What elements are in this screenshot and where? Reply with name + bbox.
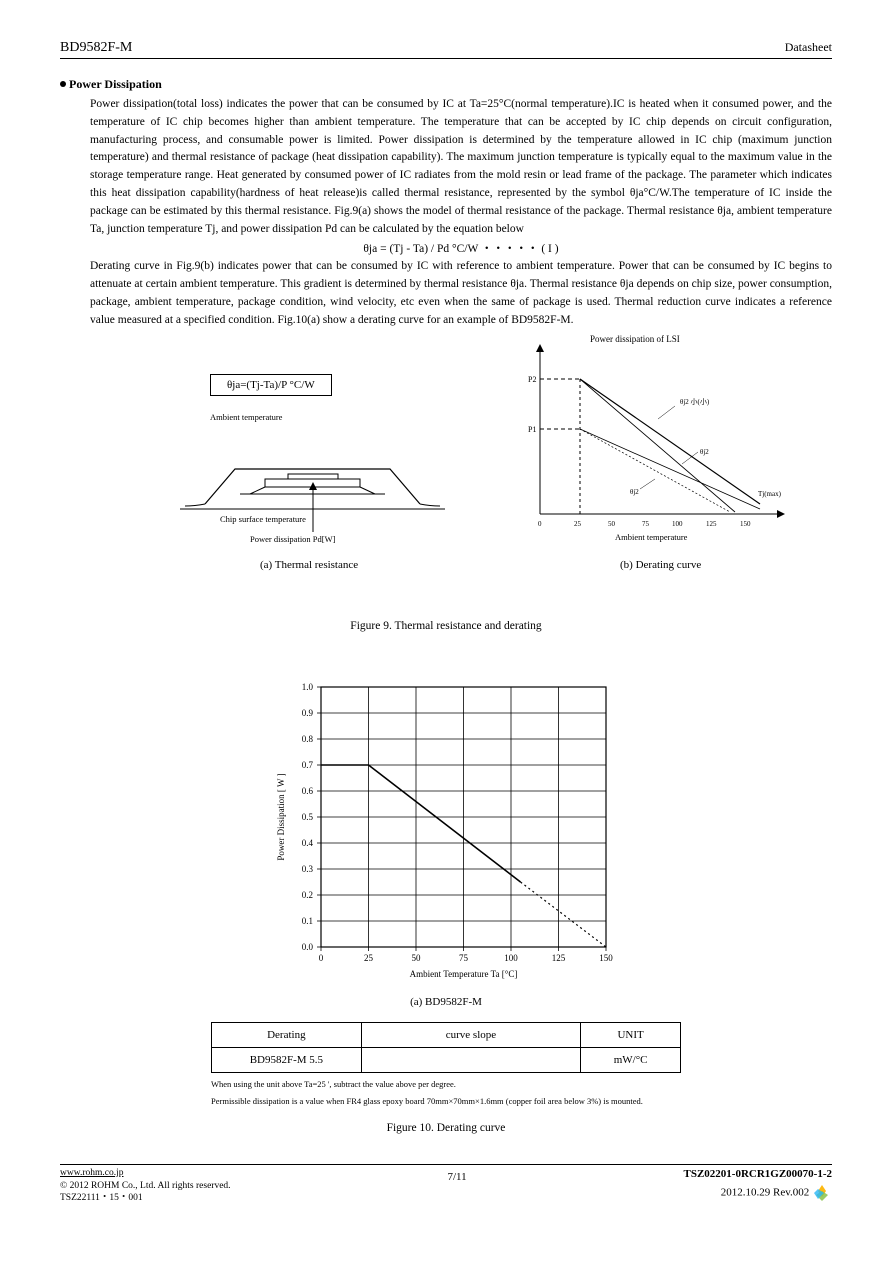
svg-text:75: 75 <box>459 953 469 963</box>
figure-10-caption: Figure 10. Derating curve <box>60 1122 832 1134</box>
body-text: Power dissipation(total loss) indicates … <box>90 96 832 330</box>
svg-text:0.4: 0.4 <box>302 838 314 848</box>
td-product: BD9582F-M 5.5 <box>212 1047 362 1072</box>
svg-text:P2: P2 <box>528 375 536 384</box>
doc-type: Datasheet <box>785 40 832 56</box>
svg-text:25: 25 <box>574 520 582 528</box>
svg-text:θj2: θj2 <box>700 448 709 456</box>
table-note-2: Permissible dissipation is a value when … <box>211 1096 681 1108</box>
svg-text:0.3: 0.3 <box>302 864 314 874</box>
svg-text:0.9: 0.9 <box>302 708 314 718</box>
figure-9-container: θja=(Tj-Ta)/P °C/W Ambient temperature <box>60 354 832 614</box>
svg-text:0.1: 0.1 <box>302 916 313 926</box>
figure-9b: Power dissipation of LSI P2 <box>500 334 830 547</box>
label-pd: Power dissipation Pd[W] <box>250 534 335 544</box>
svg-text:25: 25 <box>364 953 374 963</box>
para-2: Derating curve in Fig.9(b) indicates pow… <box>90 258 832 329</box>
svg-text:1.0: 1.0 <box>302 682 314 692</box>
svg-text:Tj(max): Tj(max) <box>758 490 782 498</box>
svg-text:75: 75 <box>642 520 650 528</box>
th-derating: Derating <box>212 1022 362 1047</box>
svg-text:0: 0 <box>538 520 542 528</box>
derating-table: Derating curve slope UNIT BD9582F-M 5.5 … <box>211 1022 681 1073</box>
product-code: BD9582F-M <box>60 40 132 56</box>
svg-text:100: 100 <box>672 520 683 528</box>
footer-url: www.rohm.co.jp <box>60 1167 231 1179</box>
svg-text:150: 150 <box>740 520 751 528</box>
page-footer: www.rohm.co.jp © 2012 ROHM Co., Ltd. All… <box>60 1165 832 1204</box>
para-1: Power dissipation(total loss) indicates … <box>90 96 832 239</box>
fig10a-caption: (a) BD9582F-M <box>246 996 646 1008</box>
derating-chart: 0.0 0.1 0.2 0.3 0.4 0.5 0.6 0.7 0.8 0.9 1.0 0 25 50 75… <box>266 672 626 992</box>
figure-9-caption: Figure 9. Thermal resistance and deratin… <box>60 620 832 632</box>
theta-formula-box: θja=(Tj-Ta)/P °C/W <box>210 374 332 396</box>
svg-text:θj2 小(小): θj2 小(小) <box>680 397 710 406</box>
formula: θja = (Tj - Ta) / Pd °C/W ・・・・・ ( I ) <box>90 241 832 259</box>
footer-left: www.rohm.co.jp © 2012 ROHM Co., Ltd. All… <box>60 1167 231 1204</box>
doc-id: TSZ02201-0RCR1GZ00070-1-2 <box>683 1167 832 1182</box>
svg-text:Power Dissipation [ W ]: Power Dissipation [ W ] <box>276 773 286 860</box>
svg-text:150: 150 <box>599 953 613 963</box>
table-note-1: When using the unit above Ta=25 ', subtr… <box>211 1079 681 1091</box>
doc-date: 2012.10.29 Rev.002 <box>721 1186 810 1198</box>
td-slope <box>361 1047 580 1072</box>
svg-text:θj2: θj2 <box>630 488 639 496</box>
svg-text:0.6: 0.6 <box>302 786 314 796</box>
svg-text:0.2: 0.2 <box>302 890 313 900</box>
th-unit: UNIT <box>581 1022 681 1047</box>
page-header: BD9582F-M Datasheet <box>60 40 832 59</box>
table-row: BD9582F-M 5.5 mW/°C <box>212 1047 681 1072</box>
svg-text:P1: P1 <box>528 425 536 434</box>
svg-text:125: 125 <box>552 953 566 963</box>
svg-text:50: 50 <box>412 953 422 963</box>
rohm-logo-icon <box>812 1183 832 1203</box>
footer-copyright: © 2012 ROHM Co., Ltd. All rights reserve… <box>60 1180 231 1192</box>
svg-text:100: 100 <box>504 953 518 963</box>
fig9b-title: Power dissipation of LSI <box>590 334 680 344</box>
footer-tsz: TSZ22111・15・001 <box>60 1192 231 1204</box>
svg-text:125: 125 <box>706 520 717 528</box>
td-unit: mW/°C <box>581 1047 681 1072</box>
fig9a-caption: (a) Thermal resistance <box>260 559 358 571</box>
table-header-row: Derating curve slope UNIT <box>212 1022 681 1047</box>
svg-text:0.8: 0.8 <box>302 734 314 744</box>
svg-text:0.5: 0.5 <box>302 812 314 822</box>
page-number: 7/11 <box>231 1167 684 1183</box>
svg-text:0.0: 0.0 <box>302 942 314 952</box>
th-slope: curve slope <box>361 1022 580 1047</box>
bullet-icon <box>60 81 66 87</box>
svg-text:Ambient Temperature Ta [°C]: Ambient Temperature Ta [°C] <box>410 969 518 979</box>
label-chip: Chip surface temperature <box>220 514 306 524</box>
derating-sketch: P2 P1 0 25 50 75 100 125 150 θj2 小(小) θj… <box>500 334 800 544</box>
fig9b-caption: (b) Derating curve <box>620 559 701 571</box>
svg-text:50: 50 <box>608 520 616 528</box>
svg-text:0: 0 <box>319 953 324 963</box>
footer-right: TSZ02201-0RCR1GZ00070-1-2 2012.10.29 Rev… <box>683 1167 832 1202</box>
fig9b-xlabel: Ambient temperature <box>615 532 687 542</box>
figure-10: 0.0 0.1 0.2 0.3 0.4 0.5 0.6 0.7 0.8 0.9 1.0 0 25 50 75… <box>246 672 646 1008</box>
section-title: Power Dissipation <box>60 77 832 92</box>
svg-text:0.7: 0.7 <box>302 760 314 770</box>
